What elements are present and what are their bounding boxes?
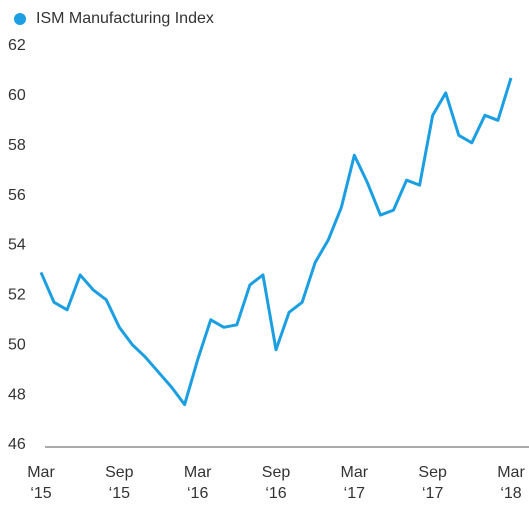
x-tick-label: ‘15 <box>109 485 130 502</box>
x-tick-label: Sep <box>262 464 291 481</box>
x-tick-label: Mar <box>184 464 212 481</box>
x-tick-label: ‘16 <box>187 485 208 502</box>
x-tick-label: Mar <box>27 464 55 481</box>
y-tick-label: 58 <box>8 137 26 154</box>
y-tick-label: 50 <box>8 336 26 353</box>
legend-marker <box>14 13 26 25</box>
legend-label: ISM Manufacturing Index <box>36 10 214 27</box>
line-series <box>39 77 513 407</box>
x-tick-label: Mar <box>341 464 369 481</box>
y-tick-label: 46 <box>8 436 26 453</box>
x-tick-label: Sep <box>418 464 447 481</box>
y-tick-label: 62 <box>8 37 26 54</box>
x-tick-label: ‘17 <box>344 485 365 502</box>
x-tick-label: ‘17 <box>422 485 443 502</box>
y-tick-label: 52 <box>8 287 26 304</box>
x-tick-label: ‘16 <box>265 485 286 502</box>
x-tick-label: ‘18 <box>500 485 521 502</box>
x-tick-label: Mar <box>497 464 525 481</box>
y-tick-label: 54 <box>8 237 26 254</box>
x-tick-label: Sep <box>105 464 134 481</box>
y-tick-label: 56 <box>8 187 26 204</box>
x-tick-label: ‘15 <box>30 485 51 502</box>
y-tick-label: 48 <box>8 386 26 403</box>
y-tick-label: 60 <box>8 87 26 104</box>
